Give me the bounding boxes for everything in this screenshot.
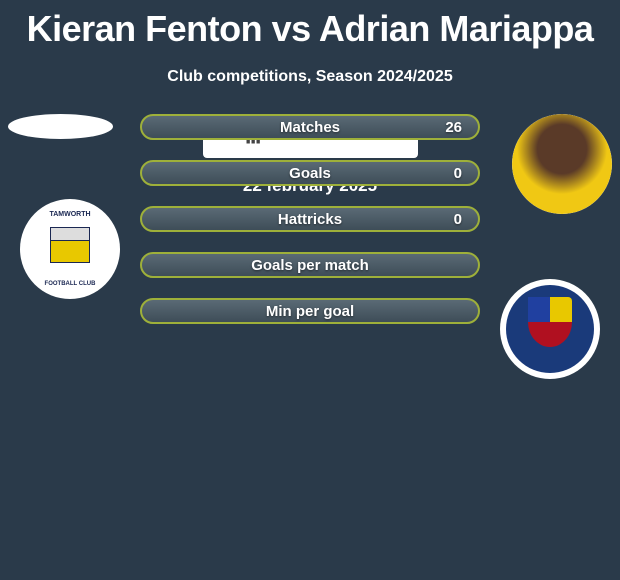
stat-label: Matches xyxy=(280,119,340,136)
club-right-shield xyxy=(528,297,572,347)
stat-label: Goals per match xyxy=(251,257,369,274)
player-right-photo xyxy=(512,114,612,214)
stat-label: Hattricks xyxy=(278,211,342,228)
club-badge-left-art: TAMWORTH FOOTBALL CLUB xyxy=(30,209,110,289)
stat-bar-hattricks: Hattricks 0 xyxy=(140,206,480,232)
subtitle: Club competitions, Season 2024/2025 xyxy=(0,68,620,86)
club-badge-right-art xyxy=(506,285,594,373)
stat-bar-min-per-goal: Min per goal xyxy=(140,298,480,324)
stat-label: Min per goal xyxy=(266,303,354,320)
stat-value: 0 xyxy=(454,211,462,228)
stat-bar-goals: Goals 0 xyxy=(140,160,480,186)
club-left-name-bottom: FOOTBALL CLUB xyxy=(30,281,110,287)
stat-value: 0 xyxy=(454,165,462,182)
club-badge-right xyxy=(500,279,600,379)
player-left-photo xyxy=(8,114,113,139)
stat-value: 26 xyxy=(445,119,462,136)
stat-bar-matches: Matches 26 xyxy=(140,114,480,140)
club-left-name-top: TAMWORTH xyxy=(30,211,110,218)
stats-list: Matches 26 Goals 0 Hattricks 0 Goals per… xyxy=(140,114,480,344)
page-title: Kieran Fenton vs Adrian Mariappa xyxy=(0,0,620,50)
player-right-photo-image xyxy=(512,114,612,214)
club-left-shield xyxy=(50,227,90,263)
club-badge-left: TAMWORTH FOOTBALL CLUB xyxy=(20,199,120,299)
stat-bar-goals-per-match: Goals per match xyxy=(140,252,480,278)
stat-label: Goals xyxy=(289,165,331,182)
